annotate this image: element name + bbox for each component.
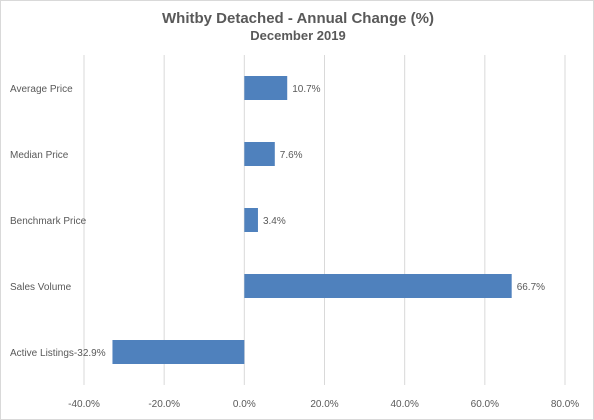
- category-label: Average Price: [10, 84, 73, 95]
- data-label: -32.9%: [74, 348, 106, 359]
- chart-subtitle: December 2019: [250, 28, 346, 43]
- x-tick-label: 60.0%: [471, 399, 499, 410]
- category-label: Sales Volume: [10, 282, 72, 293]
- x-tick-label: 20.0%: [310, 399, 338, 410]
- data-label: 3.4%: [263, 216, 286, 227]
- chart-title: Whitby Detached - Annual Change (%): [162, 10, 434, 27]
- x-tick-label: -40.0%: [68, 399, 100, 410]
- bar: [244, 274, 512, 298]
- category-label: Median Price: [10, 150, 69, 161]
- bar: [244, 76, 288, 100]
- x-tick-label: -20.0%: [148, 399, 180, 410]
- data-label: 7.6%: [280, 150, 303, 161]
- data-label: 66.7%: [517, 282, 545, 293]
- bar: [244, 142, 275, 166]
- x-tick-label: 0.0%: [233, 399, 256, 410]
- bar: [244, 208, 258, 232]
- x-tick-label: 80.0%: [551, 399, 579, 410]
- category-label: Active Listings: [10, 348, 74, 359]
- data-label: 10.7%: [292, 84, 320, 95]
- bar: [112, 340, 245, 364]
- x-tick-label: 40.0%: [390, 399, 418, 410]
- category-label: Benchmark Price: [10, 216, 87, 227]
